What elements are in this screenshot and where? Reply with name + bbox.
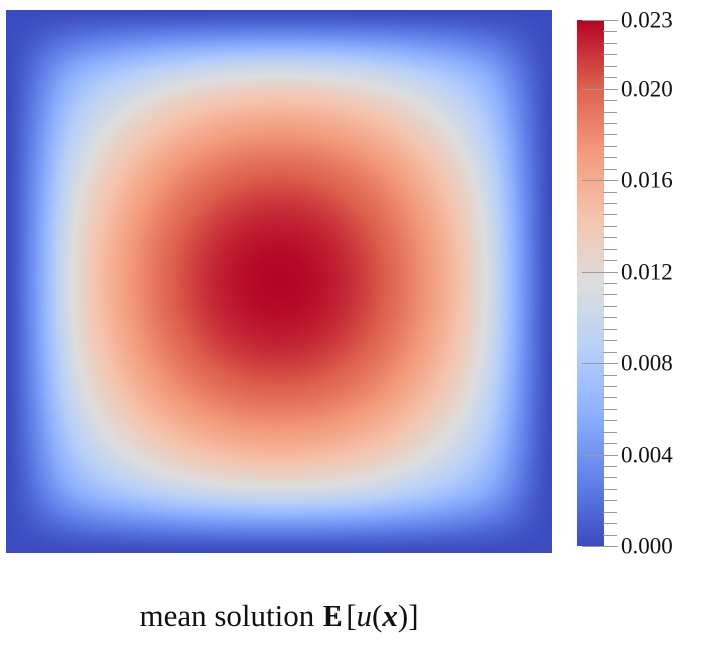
colorbar-minor-tick [603, 168, 617, 170]
colorbar-minor-tick [603, 443, 617, 445]
colorbar-minor-tick [603, 42, 617, 44]
colorbar-minor-tick [603, 351, 617, 353]
colorbar-tick-label: 0.020 [621, 76, 673, 102]
heatmap-field [6, 10, 552, 553]
colorbar-minor-tick [603, 534, 617, 536]
colorbar-minor-tick [603, 431, 617, 433]
blackboard-E-base: E [322, 598, 342, 633]
caption-u-symbol: u [356, 598, 373, 633]
figure-caption: mean solution E E [u(x)] [6, 598, 552, 634]
colorbar-tick-label: 0.023 [621, 7, 673, 33]
colorbar-minor-tick [603, 500, 617, 502]
colorbar-minor-tick [603, 385, 617, 387]
caption-close-paren: ) [397, 598, 409, 633]
colorbar-minor-tick [603, 294, 617, 296]
colorbar-minor-tick [603, 100, 617, 101]
colorbar-minor-tick [603, 511, 617, 513]
colorbar-tick-label: 0.008 [621, 350, 673, 376]
caption-open-paren: ( [372, 598, 383, 633]
colorbar-minor-tick [603, 65, 617, 67]
caption-prefix: mean solution [139, 598, 315, 633]
colorbar-major-tick [582, 20, 618, 21]
colorbar-minor-tick [603, 111, 617, 113]
colorbar-minor-tick [603, 340, 617, 342]
colorbar-minor-tick [603, 191, 617, 193]
colorbar-minor-tick [603, 203, 617, 204]
blackboard-E-double-stroke: E [323, 598, 343, 633]
colorbar-minor-tick [603, 408, 617, 410]
colorbar-minor-tick [603, 328, 617, 330]
colorbar-minor-tick [603, 54, 617, 56]
colorbar-tick-label: 0.012 [621, 259, 673, 285]
colorbar-minor-tick [603, 477, 617, 479]
colorbar-minor-tick [603, 397, 617, 399]
colorbar-minor-tick [603, 260, 617, 262]
colorbar-tick-label: 0.016 [621, 167, 673, 193]
colorbar-minor-tick [603, 157, 617, 159]
colorbar-major-tick [582, 271, 618, 273]
colorbar-minor-tick [603, 145, 617, 147]
colorbar-minor-tick [603, 77, 617, 79]
colorbar-minor-tick [603, 374, 617, 376]
colorbar-major-tick [582, 180, 618, 182]
colorbar-minor-tick [603, 248, 617, 250]
caption-x-symbol: x [382, 598, 398, 633]
colorbar-minor-tick [603, 31, 617, 33]
colorbar-minor-tick [603, 466, 617, 467]
caption-open-bracket: [ [346, 598, 357, 633]
colorbar-minor-tick [603, 214, 617, 216]
colorbar-minor-tick [603, 122, 617, 124]
colorbar-minor-tick [603, 134, 617, 136]
colorbar-gradient [577, 20, 604, 546]
colorbar-major-tick [582, 363, 618, 364]
colorbar-minor-tick [603, 488, 617, 490]
caption-close-bracket: ] [408, 598, 419, 633]
colorbar-minor-tick [603, 305, 617, 307]
colorbar-minor-tick [603, 523, 617, 525]
colorbar-minor-tick [603, 317, 617, 319]
colorbar-tick-label: 0.000 [621, 533, 673, 559]
colorbar-minor-tick [603, 420, 617, 422]
colorbar-minor-tick [603, 237, 617, 239]
colorbar-tick-label: 0.004 [621, 442, 673, 467]
colorbar-major-tick [582, 88, 618, 90]
colorbar-major-tick [582, 454, 618, 456]
colorbar-minor-tick [603, 225, 617, 227]
colorbar-minor-tick [603, 283, 617, 284]
colorbar-major-tick [582, 546, 618, 547]
